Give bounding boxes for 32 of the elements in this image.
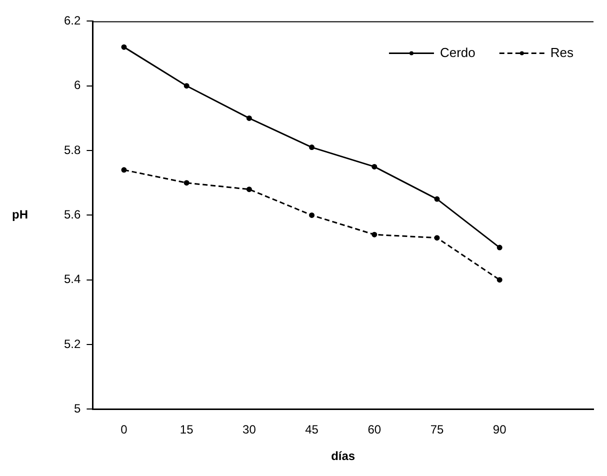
x-tick-label: 90	[492, 422, 507, 437]
point	[246, 186, 252, 192]
point	[184, 83, 190, 89]
point	[184, 180, 190, 186]
x-tick-label: 45	[305, 422, 319, 437]
y-tick-label: 5.6	[64, 208, 81, 222]
y-tick-label: 5	[74, 402, 81, 416]
point	[372, 232, 378, 238]
y-tick-label: 5.8	[64, 142, 81, 157]
x-axis-title: días	[331, 449, 356, 464]
point	[309, 212, 315, 218]
point	[121, 167, 127, 173]
point	[246, 115, 252, 121]
x-tick-label: 30	[242, 422, 256, 437]
point	[496, 244, 502, 250]
point	[434, 196, 440, 202]
legend-label: Res	[550, 44, 574, 60]
x-tick-label: 60	[368, 422, 382, 437]
point	[309, 144, 315, 150]
y-tick-label: 6	[74, 78, 81, 92]
point	[434, 235, 440, 241]
x-tick-label: 15	[180, 422, 194, 437]
y-tick-label: 5.4	[64, 272, 81, 286]
point	[372, 164, 378, 170]
y-tick-label: 5.2	[64, 336, 81, 351]
legend-label: Cerdo	[440, 44, 476, 60]
point	[121, 44, 127, 50]
x-tick-label: 0	[120, 422, 128, 437]
y-axis-title: pH	[12, 208, 28, 222]
y-tick-label: 6.2	[64, 14, 81, 28]
x-tick-label: 75	[430, 422, 444, 437]
point	[496, 277, 502, 283]
